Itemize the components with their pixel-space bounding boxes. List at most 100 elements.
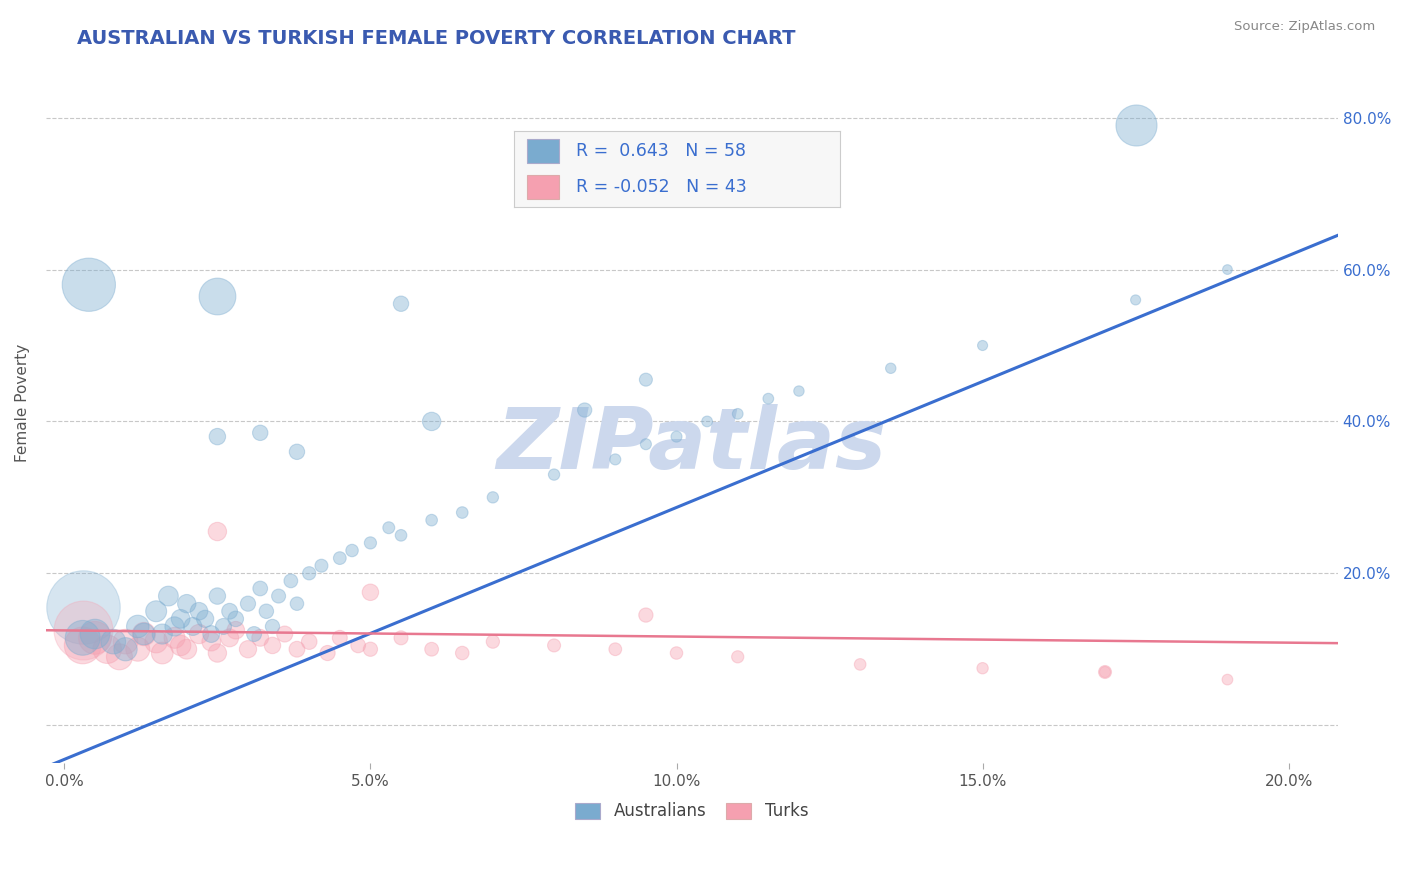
Point — [359, 585, 381, 599]
Point — [249, 425, 271, 440]
Point — [347, 639, 370, 653]
Point — [727, 649, 749, 664]
Point — [225, 612, 247, 626]
Point — [72, 631, 94, 645]
Point — [359, 536, 381, 550]
Point — [849, 657, 872, 672]
Point — [114, 642, 136, 657]
Point — [132, 627, 155, 641]
Point — [249, 631, 271, 645]
Point — [96, 642, 118, 657]
Point — [176, 597, 198, 611]
Point — [285, 445, 308, 459]
Point — [972, 338, 994, 352]
Bar — [527, 138, 560, 163]
Point — [207, 289, 229, 303]
Point — [1216, 262, 1239, 277]
Point — [145, 604, 167, 618]
Legend: Australians, Turks: Australians, Turks — [568, 796, 815, 827]
Point — [482, 634, 505, 648]
Point — [389, 528, 412, 542]
Point — [543, 467, 565, 482]
Text: ZIPatlas: ZIPatlas — [496, 404, 887, 487]
Point — [212, 619, 235, 633]
Point — [482, 491, 505, 505]
Point — [207, 524, 229, 539]
Point — [72, 600, 94, 615]
Point — [1125, 118, 1147, 132]
Point — [316, 646, 339, 660]
Point — [176, 642, 198, 657]
Point — [634, 437, 657, 451]
Point — [243, 627, 266, 641]
Point — [236, 597, 259, 611]
Point — [298, 566, 321, 581]
Point — [378, 521, 401, 535]
Point — [218, 631, 240, 645]
Point — [285, 642, 308, 657]
Point — [188, 627, 211, 641]
Point — [574, 403, 596, 417]
Text: AUSTRALIAN VS TURKISH FEMALE POVERTY CORRELATION CHART: AUSTRALIAN VS TURKISH FEMALE POVERTY COR… — [77, 29, 796, 47]
Point — [150, 646, 173, 660]
Point — [207, 646, 229, 660]
Point — [329, 631, 352, 645]
Point — [103, 634, 125, 648]
Point — [150, 627, 173, 641]
Point — [451, 506, 474, 520]
Point — [420, 414, 443, 428]
Point — [340, 543, 363, 558]
Point — [207, 589, 229, 603]
Point — [218, 604, 240, 618]
Point — [225, 624, 247, 638]
Point — [127, 642, 149, 657]
Point — [389, 297, 412, 311]
Point — [188, 604, 211, 618]
Point — [236, 642, 259, 657]
Point — [280, 574, 302, 588]
Point — [311, 558, 333, 573]
Point — [420, 642, 443, 657]
Point — [329, 551, 352, 566]
Point — [84, 631, 107, 645]
Point — [169, 612, 191, 626]
Point — [169, 639, 191, 653]
Point — [359, 642, 381, 657]
Point — [696, 414, 718, 428]
Point — [163, 631, 186, 645]
Point — [605, 642, 627, 657]
Point — [665, 646, 688, 660]
Text: Source: ZipAtlas.com: Source: ZipAtlas.com — [1234, 20, 1375, 33]
Point — [543, 639, 565, 653]
Point — [132, 627, 155, 641]
Point — [181, 619, 204, 633]
Point — [727, 407, 749, 421]
Point — [285, 597, 308, 611]
Point — [207, 429, 229, 443]
Point — [634, 373, 657, 387]
Point — [665, 429, 688, 443]
Bar — [527, 175, 560, 199]
Point — [262, 619, 284, 633]
Point — [1094, 665, 1116, 679]
Point — [72, 624, 94, 638]
Point — [200, 634, 222, 648]
Point — [84, 627, 107, 641]
Point — [254, 604, 277, 618]
Point — [420, 513, 443, 527]
Point — [1094, 665, 1116, 679]
Text: R =  0.643   N = 58: R = 0.643 N = 58 — [575, 143, 745, 161]
Point — [145, 634, 167, 648]
Point — [77, 277, 100, 292]
Point — [451, 646, 474, 660]
Point — [298, 634, 321, 648]
Point — [108, 649, 131, 664]
Point — [72, 639, 94, 653]
Y-axis label: Female Poverty: Female Poverty — [15, 343, 30, 461]
Point — [605, 452, 627, 467]
Point — [756, 392, 779, 406]
Point — [200, 627, 222, 641]
Point — [389, 631, 412, 645]
Point — [127, 619, 149, 633]
Point — [634, 608, 657, 623]
